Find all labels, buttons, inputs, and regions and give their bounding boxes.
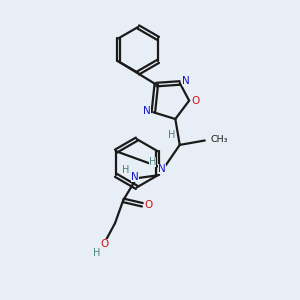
- Text: N: N: [143, 106, 151, 116]
- Text: H: H: [122, 165, 129, 175]
- Text: H: H: [168, 130, 175, 140]
- Text: N: N: [131, 172, 139, 182]
- Text: H: H: [93, 248, 100, 258]
- Text: N: N: [182, 76, 190, 86]
- Text: N: N: [158, 164, 166, 174]
- Text: O: O: [191, 96, 200, 106]
- Text: O: O: [145, 200, 153, 210]
- Text: H: H: [149, 157, 156, 167]
- Text: O: O: [100, 239, 109, 249]
- Text: CH₃: CH₃: [210, 135, 228, 144]
